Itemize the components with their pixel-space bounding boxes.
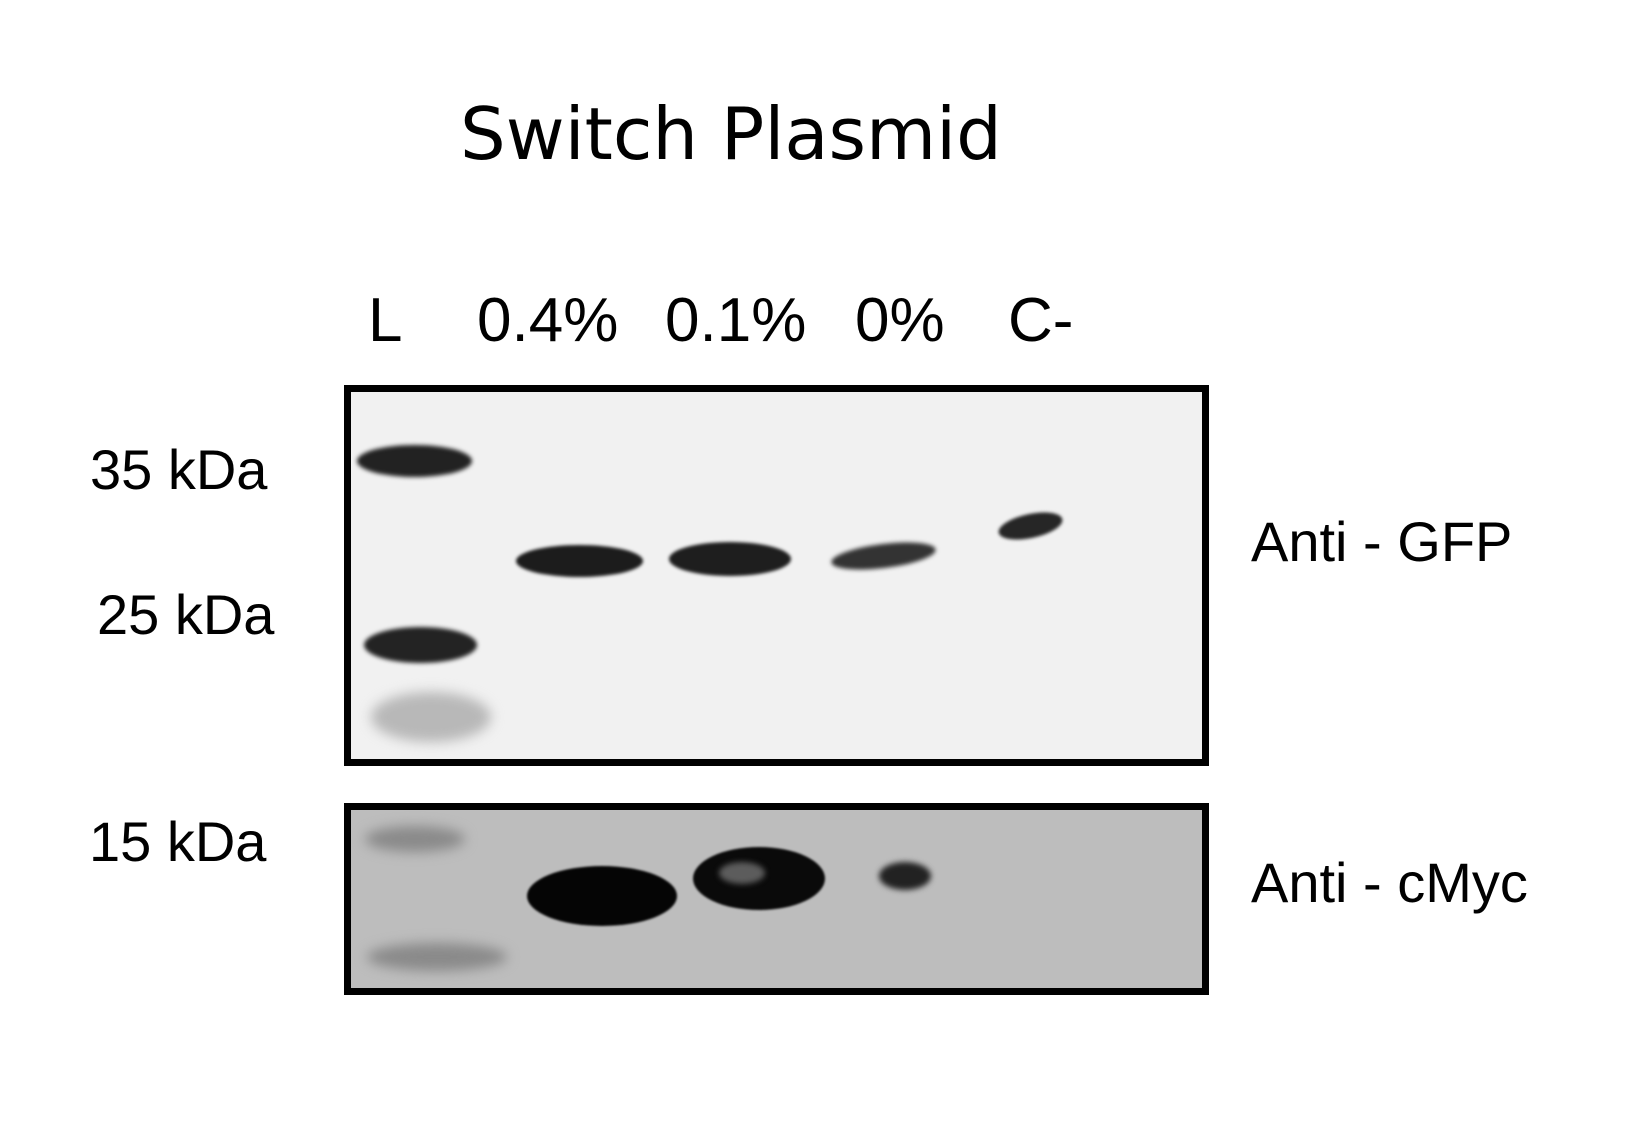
lane-label-0-4-percent: 0.4% [477, 286, 619, 355]
antibody-label-gfp: Anti - GFP [1251, 510, 1513, 573]
marker-15-kda: 15 kDa [89, 810, 267, 873]
cmyc-band-0-percent [879, 862, 931, 890]
lane-label-negative-control: C- [1008, 286, 1074, 355]
ladder-band-15 [365, 826, 465, 852]
ladder-band-25 [364, 627, 477, 663]
anti-gfp-blot [344, 385, 1209, 766]
gfp-band-0-4-percent [516, 545, 643, 577]
cmyc-band-0-4-percent [527, 866, 677, 926]
gfp-band-0-percent [829, 537, 938, 575]
ladder-band-35 [357, 445, 472, 477]
lane-label-0-percent: 0% [855, 286, 945, 355]
lane-label-ladder: L [368, 286, 403, 355]
ladder-band-faint [371, 692, 491, 742]
ladder-band-low [367, 943, 507, 971]
gfp-band-0-1-percent [669, 542, 791, 576]
figure-title: Switch Plasmid [460, 92, 1002, 176]
cmyc-band-0-1-percent-notch [719, 862, 765, 884]
lane-label-0-1-percent: 0.1% [665, 286, 807, 355]
marker-35-kda: 35 kDa [90, 438, 268, 501]
antibody-label-cmyc: Anti - cMyc [1251, 851, 1528, 914]
anti-cmyc-blot [344, 803, 1209, 995]
gfp-band-negative-control [996, 507, 1065, 545]
marker-25-kda: 25 kDa [97, 583, 275, 646]
